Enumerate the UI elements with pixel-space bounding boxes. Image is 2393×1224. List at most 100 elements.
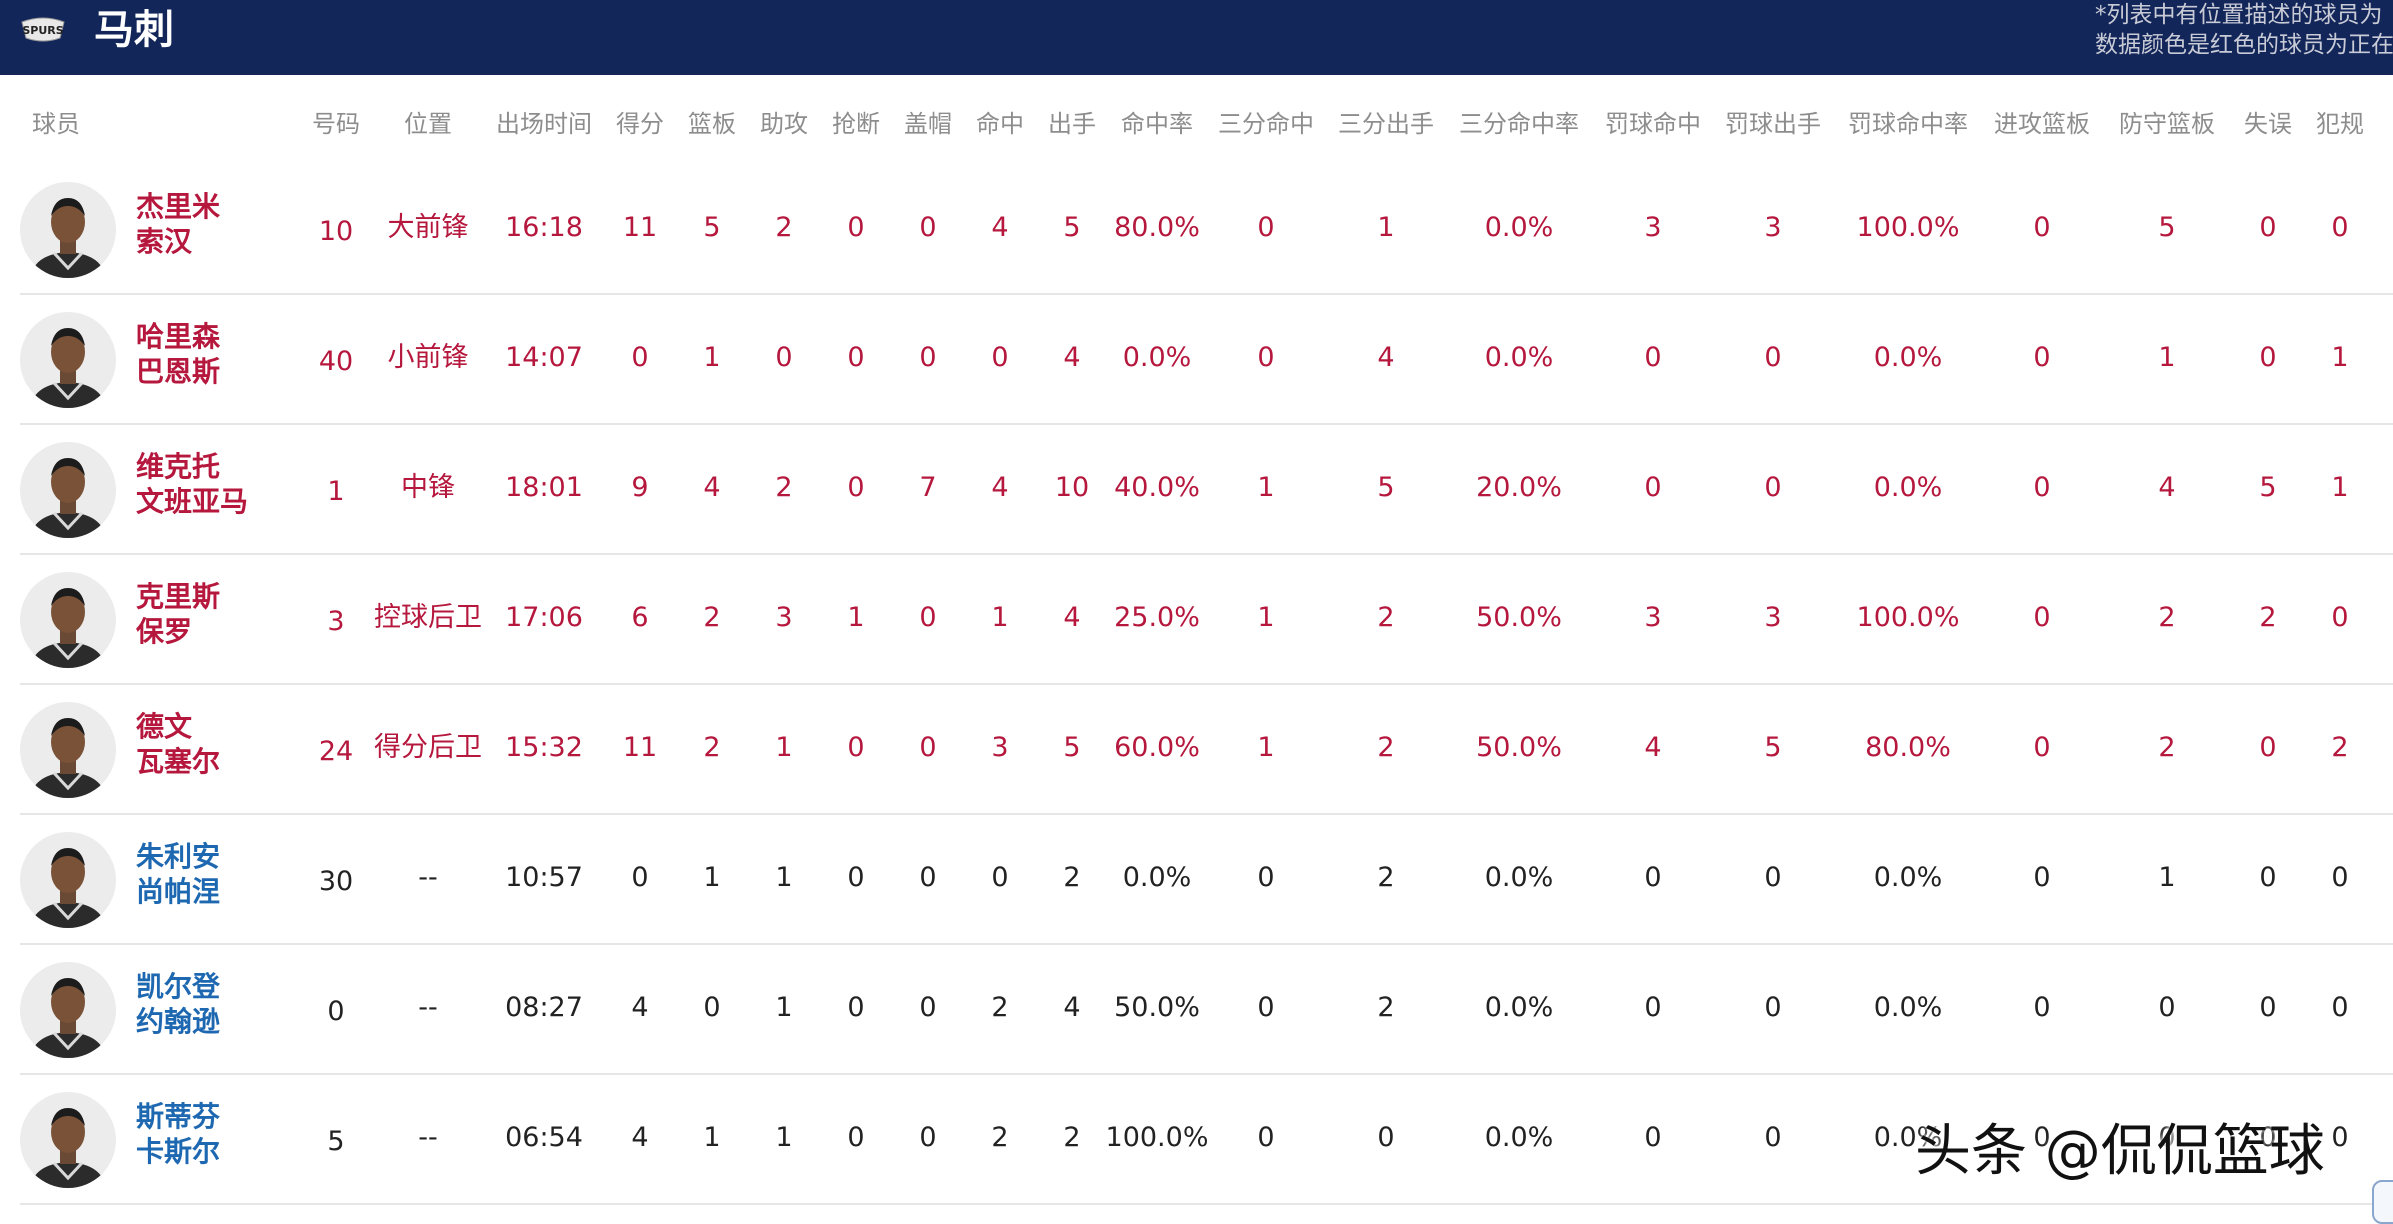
column-header-number-col[interactable]: 号码 [312, 110, 360, 138]
player-name-line-2: 索汉 [136, 225, 193, 258]
player-avatar[interactable] [20, 1092, 116, 1188]
cell-fta-col: 0 [1764, 862, 1782, 893]
cell-ftm-col: 3 [1644, 212, 1662, 243]
player-name-link[interactable]: 凯尔登 约翰逊 [136, 969, 220, 1039]
column-header-oreb-col[interactable]: 进攻篮板 [1994, 110, 2090, 138]
column-header-rebounds-col[interactable]: 篮板 [688, 110, 736, 138]
cell-fga-col: 5 [1063, 212, 1081, 243]
column-header-blocks-col[interactable]: 盖帽 [904, 110, 952, 138]
column-header-fg-pct-col[interactable]: 命中率 [1121, 110, 1193, 138]
cell-turnovers-col: 0 [2259, 992, 2277, 1023]
column-header-ftm-col[interactable]: 罚球命中 [1605, 110, 1701, 138]
cell-fgm-col: 0 [991, 342, 1009, 373]
cell-3pa-col: 0 [1377, 1122, 1395, 1153]
column-header-points-col[interactable]: 得分 [616, 110, 664, 138]
cell-3pa-col: 4 [1377, 342, 1395, 373]
cell-blocks-col: 0 [919, 212, 937, 243]
cell-fouls-col: 0 [2331, 992, 2349, 1023]
player-name-link[interactable]: 斯蒂芬 卡斯尔 [136, 1099, 220, 1169]
column-header-position-col[interactable]: 位置 [404, 110, 452, 138]
cell-steals-col: 0 [847, 862, 865, 893]
cell-oreb-col: 0 [2033, 212, 2051, 243]
cell-fouls-col: 0 [2331, 862, 2349, 893]
cell-3pm-col: 0 [1257, 862, 1275, 893]
cell-3pm-col: 0 [1257, 1122, 1275, 1153]
player-name-line-1: 朱利安 [136, 840, 221, 873]
column-header-dreb-col[interactable]: 防守篮板 [2119, 110, 2215, 138]
column-header-steals-col[interactable]: 抢断 [832, 110, 880, 138]
player-avatar[interactable] [20, 572, 116, 668]
player-name-line-1: 维克托 [136, 450, 221, 483]
column-header-3pm-col[interactable]: 三分命中 [1218, 110, 1314, 138]
cell-fg-pct-col: 50.0% [1114, 992, 1200, 1023]
cell-fga-col: 4 [1063, 602, 1081, 633]
column-header-fgm-col[interactable]: 命中 [976, 110, 1024, 138]
cell-steals-col: 0 [847, 472, 865, 503]
player-avatar[interactable] [20, 312, 116, 408]
cell-dreb-col: 0 [2158, 992, 2176, 1023]
cell-number-col: 0 [327, 996, 345, 1027]
player-name-link[interactable]: 朱利安 尚帕涅 [136, 839, 220, 909]
player-name-line-1: 凯尔登 [136, 970, 221, 1003]
cell-fgm-col: 4 [991, 472, 1009, 503]
cell-position-col: 大前锋 [387, 212, 469, 243]
cell-ftm-col: 3 [1644, 602, 1662, 633]
column-header-fta-col[interactable]: 罚球出手 [1725, 110, 1821, 138]
player-name-link[interactable]: 杰里米 索汉 [136, 189, 220, 259]
column-header-player-col[interactable]: 球员 [32, 110, 80, 138]
cell-fouls-col: 1 [2331, 342, 2349, 373]
cell-rebounds-col: 5 [703, 212, 721, 243]
cell-rebounds-col: 0 [703, 992, 721, 1023]
column-header-turnovers-col[interactable]: 失误 [2244, 110, 2292, 138]
column-header-3p-pct-col[interactable]: 三分命中率 [1459, 110, 1579, 138]
cell-dreb-col: 1 [2158, 342, 2176, 373]
table-row[interactable]: 维克托 文班亚马 1 中锋 18:01 9 4 2 0 7 4 10 40.0% 1 5 20.0% 0 0 0.0… [20, 423, 2393, 555]
cell-points-col: 11 [622, 732, 658, 763]
player-avatar[interactable] [20, 702, 116, 798]
team-header: SPURS 马刺 *列表中有位置描述的球员为 数据颜色是红色的球员为正在 [0, 0, 2393, 75]
cell-number-col: 40 [318, 346, 354, 377]
cell-position-col: 小前锋 [387, 342, 469, 373]
cell-3p-pct-col: 0.0% [1484, 992, 1554, 1023]
player-avatar[interactable] [20, 182, 116, 278]
cell-fg-pct-col: 0.0% [1122, 862, 1192, 893]
table-row[interactable]: 朱利安 尚帕涅 30 -- 10:57 0 1 1 0 0 0 2 0.0% 0 2 0.0% 0 0 0.0% 0 1… [20, 813, 2393, 945]
column-header-fouls-col[interactable]: 犯规 [2316, 110, 2364, 138]
cell-3pa-col: 2 [1377, 992, 1395, 1023]
table-row[interactable]: 哈里森 巴恩斯 40 小前锋 14:07 0 1 0 0 0 0 4 0.0% 0 4 0.0% 0 0 0.0% 0… [20, 293, 2393, 425]
column-header-3pa-col[interactable]: 三分出手 [1338, 110, 1434, 138]
table-row[interactable]: 德文 瓦塞尔 24 得分后卫 15:32 11 2 1 0 0 3 5 60.0% 1 2 50.0% 4 5 80… [20, 683, 2393, 815]
cell-fgm-col: 2 [991, 1122, 1009, 1153]
column-header-fga-col[interactable]: 出手 [1048, 110, 1096, 138]
cell-turnovers-col: 0 [2259, 732, 2277, 763]
cell-oreb-col: 0 [2033, 472, 2051, 503]
cell-minutes-col: 18:01 [505, 472, 583, 503]
cell-steals-col: 1 [847, 602, 865, 633]
player-name-link[interactable]: 哈里森 巴恩斯 [136, 319, 220, 389]
cell-blocks-col: 0 [919, 1122, 937, 1153]
player-name-link[interactable]: 克里斯 保罗 [136, 579, 220, 649]
cell-3p-pct-col: 0.0% [1484, 212, 1554, 243]
cell-number-col: 5 [327, 1126, 345, 1157]
table-row[interactable]: 凯尔登 约翰逊 0 -- 08:27 4 0 1 0 0 2 4 50.0% 0 2 0.0% 0 0 0.0% 0 0… [20, 943, 2393, 1075]
player-avatar[interactable] [20, 962, 116, 1058]
player-avatar[interactable] [20, 832, 116, 928]
cell-rebounds-col: 1 [703, 342, 721, 373]
player-name-line-1: 杰里米 [136, 190, 221, 223]
column-header-ft-pct-col[interactable]: 罚球命中率 [1848, 110, 1968, 138]
corner-widget-icon[interactable] [2372, 1180, 2393, 1224]
cell-minutes-col: 06:54 [505, 1122, 583, 1153]
player-name-link[interactable]: 德文 瓦塞尔 [136, 709, 220, 779]
cell-rebounds-col: 2 [703, 732, 721, 763]
cell-3pa-col: 2 [1377, 862, 1395, 893]
table-row[interactable]: 杰里米 索汉 10 大前锋 16:18 11 5 2 0 0 4 5 80.0% 0 1 0.0% 3 3 100.… [20, 163, 2393, 295]
player-name-link[interactable]: 维克托 文班亚马 [136, 449, 248, 519]
player-avatar[interactable] [20, 442, 116, 538]
table-row[interactable]: 斯蒂芬 卡斯尔 5 -- 06:54 4 1 1 0 0 2 2 100.0% 0 0 0.0% 0 0 0.0% 0… [20, 1073, 2393, 1205]
player-name-line-2: 巴恩斯 [136, 355, 221, 388]
table-row[interactable]: 克里斯 保罗 3 控球后卫 17:06 6 2 3 1 0 1 4 25.0% 1 2 50.0% 3 3 100.… [20, 553, 2393, 685]
column-header-minutes-col[interactable]: 出场时间 [496, 110, 592, 138]
cell-fta-col: 5 [1764, 732, 1782, 763]
column-header-assists-col[interactable]: 助攻 [760, 110, 808, 138]
cell-fta-col: 0 [1764, 342, 1782, 373]
